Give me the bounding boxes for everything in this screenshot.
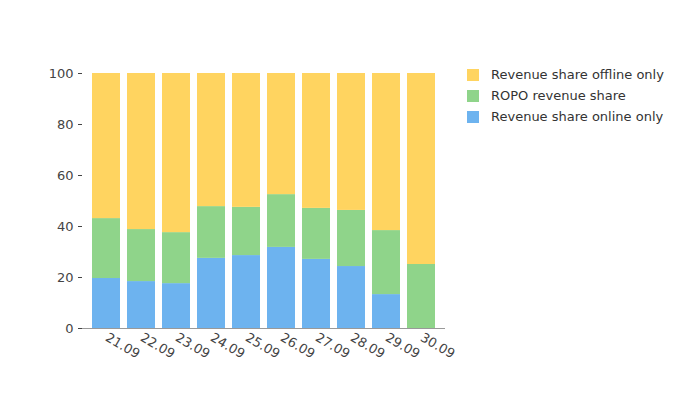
svg-text:21.09: 21.09	[103, 330, 143, 362]
html-text:Revenue share offline only: Revenue share offline only	[491, 67, 664, 82]
svg-text:80: 80	[57, 117, 74, 132]
html-text:Revenue share online only: Revenue share online only	[491, 109, 664, 124]
svg-text:30.09: 30.09	[418, 330, 455, 362]
svg-text:20: 20	[57, 270, 74, 285]
svg-text:28.09: 28.09	[348, 330, 388, 362]
html-text:ROPO revenue share: ROPO revenue share	[491, 88, 626, 103]
svg-text:25.09: 25.09	[243, 330, 283, 362]
svg-text:24.09: 24.09	[208, 330, 248, 362]
svg-text:60: 60	[57, 168, 74, 183]
svg-text:27.09: 27.09	[313, 330, 353, 362]
svg-text:100: 100	[49, 66, 74, 81]
svg-text:29.09: 29.09	[383, 330, 423, 362]
svg-text:22.09: 22.09	[138, 330, 178, 362]
svg-text:26.09: 26.09	[278, 330, 318, 362]
svg-text:23.09: 23.09	[173, 330, 213, 362]
svg-text:0: 0	[65, 321, 73, 336]
svg-text:40: 40	[57, 219, 74, 234]
